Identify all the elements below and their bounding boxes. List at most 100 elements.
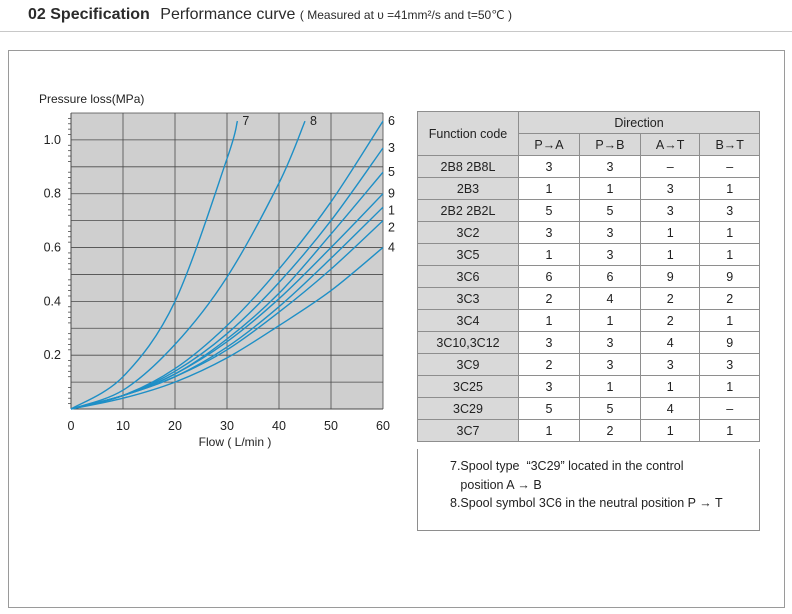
curve-4 [70,246,384,410]
curve-number-cell: 3 [699,199,760,222]
curve-number-cell: 1 [518,243,580,266]
direction-column-header: P→A [518,133,580,156]
curve-number-cell: 2 [639,309,701,332]
curve-number-cell: 9 [639,265,701,288]
function-code-cell: 3C5 [417,243,519,266]
curve-number-cell: 1 [639,243,701,266]
curve-label-4: 4 [388,241,395,255]
x-tick-label: 60 [376,419,390,433]
table-row: 3C4 1 1 2 1 [417,309,760,332]
table-row: 2B3 1 1 3 1 [417,177,760,200]
curve-number-cell: 9 [699,331,760,354]
y-tick-label: 0.2 [44,348,61,362]
curve-2 [70,220,384,410]
curve-number-cell: 1 [699,243,760,266]
note-line: 7.Spool type “3C29” located in the contr… [450,459,684,473]
curve-number-cell: 1 [578,177,641,200]
curve-label-8: 8 [310,114,317,128]
curve-label-7: 7 [242,114,249,128]
curve-number-cell: 3 [639,353,701,376]
curve-label-6: 6 [388,114,395,128]
curve-number-cell: 1 [699,221,760,244]
curve-number-cell: 1 [518,419,580,442]
curve-7 [70,120,239,410]
section-header: 02 Specification Performance curve ( Mea… [28,6,512,30]
curve-number-cell: 2 [578,419,641,442]
curve-number-cell: 3 [578,243,641,266]
curve-number-cell: 5 [518,199,580,222]
note-line: position A → B [450,477,542,492]
spool-spec-table: Function code Direction P→A P→B A→T B→T 2B8… [417,111,760,442]
table-row: 3C25 3 1 1 1 [417,375,760,398]
measurement-condition: ( Measured at υ =41mm²/s and t=50℃ ) [299,8,513,22]
chart-subtitle: Performance curve [160,6,296,23]
curve-number-cell: 1 [578,309,641,332]
curve-number-cell: 2 [639,287,701,310]
curve-label-2: 2 [388,221,395,235]
curve-number-cell: 1 [518,309,580,332]
x-tick-label: 20 [168,419,182,433]
y-tick-label: 0.6 [44,241,61,255]
curve-number-cell: 4 [639,331,701,354]
section-title: 02 Specification [28,6,150,23]
curve-label-5: 5 [388,165,395,179]
header-divider [0,31,792,32]
y-tick-label: 1.0 [44,133,61,147]
function-code-cell: 3C6 [417,265,519,288]
curve-number-cell: 3 [639,199,701,222]
curve-number-cell: – [699,397,760,420]
curve-label-3: 3 [388,141,395,155]
curve-number-cell: 3 [578,155,641,178]
direction-column-header: A→T [639,133,701,156]
curve-number-cell: 3 [518,221,580,244]
curve-number-cell: 3 [578,353,641,376]
table-row: 3C10,3C12 3 3 4 9 [417,331,760,354]
table-row: 3C5 1 3 1 1 [417,243,760,266]
spool-notes: 7.Spool type “3C29” located in the contr… [417,449,760,531]
curve-number-cell: 1 [578,375,641,398]
function-code-cell: 3C10,3C12 [417,331,519,354]
curve-number-cell: – [699,155,760,178]
note-line: 8.Spool symbol 3C6 in the neutral positi… [450,496,723,510]
curve-number-cell: 1 [699,375,760,398]
curve-number-cell: 6 [518,265,580,288]
curve-label-1: 1 [388,204,395,218]
table-row: 3C6 6 6 9 9 [417,265,760,288]
curve-number-cell: 5 [578,199,641,222]
function-code-cell: 2B2 2B2L [417,199,519,222]
function-code-cell: 2B3 [417,177,519,200]
table-row: 3C9 2 3 3 3 [417,353,760,376]
table-row: 2B2 2B2L 5 5 3 3 [417,199,760,222]
curve-number-cell: 2 [518,353,580,376]
curve-number-cell: 3 [639,177,701,200]
curve-number-cell: 3 [578,221,641,244]
x-axis-label: Flow ( L/min ) [199,435,272,449]
curve-number-cell: 3 [518,375,580,398]
direction-header: Direction [518,111,760,134]
y-axis-label: Pressure loss(MPa) [39,92,144,106]
function-code-header: Function code [417,111,519,156]
function-code-cell: 3C9 [417,353,519,376]
curve-number-cell: – [639,155,701,178]
direction-column-header: B→T [699,133,760,156]
curve-number-cell: 3 [578,331,641,354]
y-tick-label: 0.8 [44,187,61,201]
curve-number-cell: 4 [639,397,701,420]
function-code-cell: 3C29 [417,397,519,420]
curve-label-9: 9 [388,187,395,201]
function-code-cell: 3C4 [417,309,519,332]
curve-number-cell: 1 [699,177,760,200]
curve-number-cell: 1 [639,221,701,244]
curve-number-cell: 1 [699,309,760,332]
x-tick-label: 40 [272,419,286,433]
table-row: 2B8 2B8L 3 3– – [417,155,760,178]
curve-8 [70,120,306,410]
curve-number-cell: 3 [518,331,580,354]
function-code-cell: 3C3 [417,287,519,310]
table-row: 3C29 5 5 4– [417,397,760,420]
function-code-cell: 2B8 2B8L [417,155,519,178]
function-code-cell: 3C25 [417,375,519,398]
curve-number-cell: 2 [699,287,760,310]
x-tick-label: 50 [324,419,338,433]
